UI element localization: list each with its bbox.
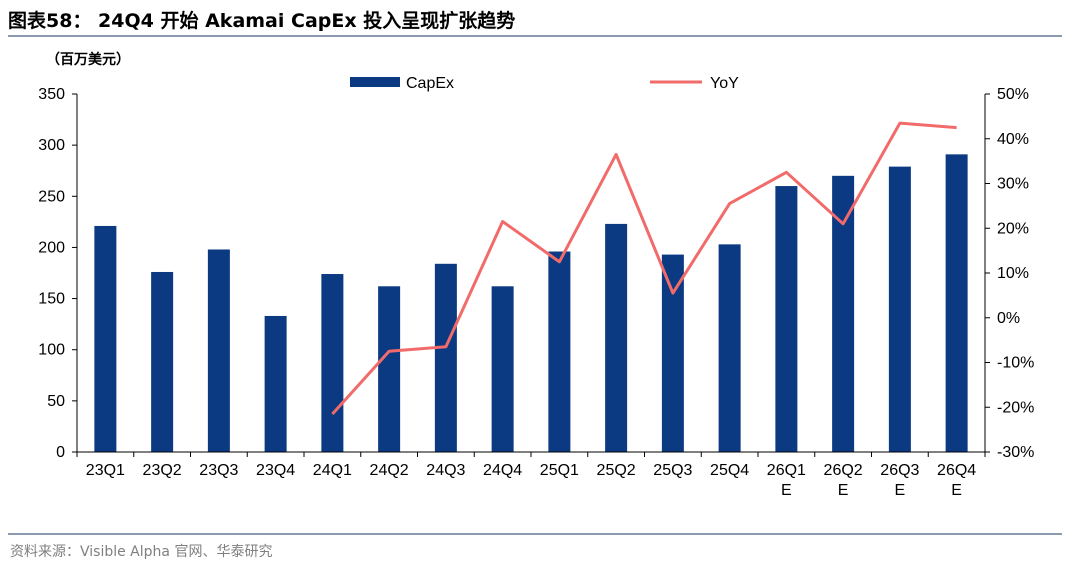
capex-bar <box>548 251 571 452</box>
capex-bar <box>434 263 457 452</box>
x-axis: 23Q1 23Q2 23Q3 23Q4 24Q1 24Q2 24Q3 24Q4 25Q1 25Q2… <box>76 451 986 499</box>
capex-bar <box>491 286 514 452</box>
right-tick-label: 30% <box>997 176 1029 193</box>
capex-bar <box>888 166 911 452</box>
left-tick-label: 250 <box>38 188 65 205</box>
right-tick-label: 40% <box>997 131 1029 148</box>
unit-label: （百万美元） <box>46 51 130 68</box>
capex-bar <box>264 315 287 452</box>
legend: CapEx YoY <box>350 75 739 92</box>
capex-bar <box>661 254 684 452</box>
capex-bar <box>832 175 855 453</box>
bottom-rule <box>8 533 1062 535</box>
capex-bar <box>378 286 401 452</box>
left-tick-label: 300 <box>38 137 65 154</box>
x-tick-label: 23Q3 <box>199 462 238 479</box>
x-tick-label: 26Q3 E <box>880 462 919 499</box>
x-tick-label: 24Q1 <box>313 462 352 479</box>
x-tick-label: 24Q4 <box>483 462 522 479</box>
legend-label-capex: CapEx <box>406 75 454 92</box>
right-axis: -30% -20% -10% 0% 10% 20% 30% 40% 50% <box>984 86 1034 461</box>
left-tick-label: 50 <box>47 393 65 410</box>
right-tick-label: 50% <box>997 86 1029 103</box>
x-tick-label: 25Q2 <box>597 462 636 479</box>
capex-bar <box>207 249 230 452</box>
bar-series <box>94 154 968 453</box>
x-tick-label: 26Q1 E <box>767 462 806 499</box>
top-rule <box>8 35 1062 37</box>
x-tick-label: 23Q4 <box>256 462 295 479</box>
x-tick-label: 25Q1 <box>540 462 579 479</box>
right-tick-label: 10% <box>997 265 1029 282</box>
line-series <box>331 121 957 416</box>
left-tick-label: 200 <box>38 239 65 256</box>
right-tick-label: 20% <box>997 220 1029 237</box>
capex-bar <box>94 225 117 452</box>
capex-bar <box>605 223 628 452</box>
left-tick-label: 350 <box>38 86 65 103</box>
x-tick-label: 24Q2 <box>370 462 409 479</box>
right-tick-label: -20% <box>997 399 1034 416</box>
legend-swatch-capex <box>350 77 400 87</box>
yoy-line <box>331 121 957 416</box>
figure-title: 图表58： 24Q4 开始 Akamai CapEx 投入呈现扩张趋势 <box>8 10 516 32</box>
x-tick-label: 26Q2 E <box>824 462 863 499</box>
right-tick-label: -10% <box>997 355 1034 372</box>
capex-bar <box>775 186 798 453</box>
x-tick-label: 25Q4 <box>710 462 749 479</box>
left-tick-label: 0 <box>56 444 65 461</box>
legend-label-yoy: YoY <box>710 75 739 92</box>
x-tick-label: 23Q2 <box>143 462 182 479</box>
source-note: 资料来源：Visible Alpha 官网、华泰研究 <box>10 544 273 560</box>
capex-bar <box>151 271 174 452</box>
capex-bar <box>718 244 741 452</box>
x-tick-label: 23Q1 <box>86 462 125 479</box>
x-tick-label: 26Q4 E <box>937 462 976 499</box>
capex-bar <box>945 154 968 452</box>
x-tick-label: 24Q3 <box>426 462 465 479</box>
left-tick-label: 100 <box>38 342 65 359</box>
right-tick-label: 0% <box>997 310 1020 327</box>
capex-bar <box>321 274 344 452</box>
left-axis: 0 50 100 150 200 250 300 350 <box>38 86 78 461</box>
x-tick-label: 25Q3 <box>653 462 692 479</box>
left-tick-label: 150 <box>38 291 65 308</box>
right-tick-label: -30% <box>997 444 1034 461</box>
